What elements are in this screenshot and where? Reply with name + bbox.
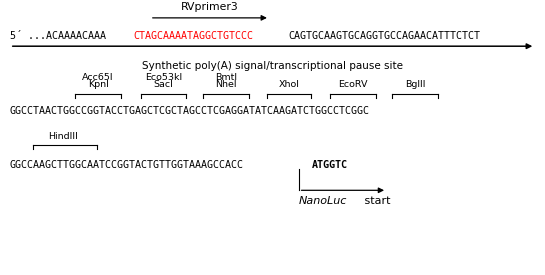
Text: start: start [361, 196, 391, 206]
Text: HindIII: HindIII [48, 132, 77, 141]
Text: Synthetic poly(A) signal/transcriptional pause site: Synthetic poly(A) signal/transcriptional… [142, 61, 403, 71]
Text: XhoI: XhoI [278, 80, 299, 89]
Text: GGCCTAACTGGCCGGTACCTGAGCTCGCTAGCCTCGAGGATATCAAGATCTGGCCTCGGC: GGCCTAACTGGCCGGTACCTGAGCTCGCTAGCCTCGAGGA… [10, 106, 370, 116]
Text: Eco53kI: Eco53kI [145, 73, 182, 82]
Text: ATGGTC: ATGGTC [312, 160, 348, 170]
Text: BglII: BglII [405, 80, 426, 89]
Text: 5´ ...ACAAAACAAA: 5´ ...ACAAAACAAA [10, 31, 106, 41]
Text: SacI: SacI [154, 80, 173, 89]
Text: NheI: NheI [215, 80, 237, 89]
Text: EcoRV: EcoRV [338, 80, 368, 89]
Text: NanoLuc: NanoLuc [299, 196, 347, 206]
Text: KpnI: KpnI [88, 80, 108, 89]
Text: CAGTGCAAGTGCAGGTGCCAGAACATTTCTCT: CAGTGCAAGTGCAGGTGCCAGAACATTTCTCT [288, 31, 481, 41]
Text: GGCCAAGCTTGGCAATCCGGTACTGTTGGTAAAGCCACC: GGCCAAGCTTGGCAATCCGGTACTGTTGGTAAAGCCACC [10, 160, 244, 170]
Text: BmtI: BmtI [215, 73, 237, 82]
Text: Acc65I: Acc65I [82, 73, 114, 82]
Text: CTAGCAAAATAGGCTGTCCC: CTAGCAAAATAGGCTGTCCC [134, 31, 253, 41]
Text: RVprimer3: RVprimer3 [181, 2, 239, 12]
